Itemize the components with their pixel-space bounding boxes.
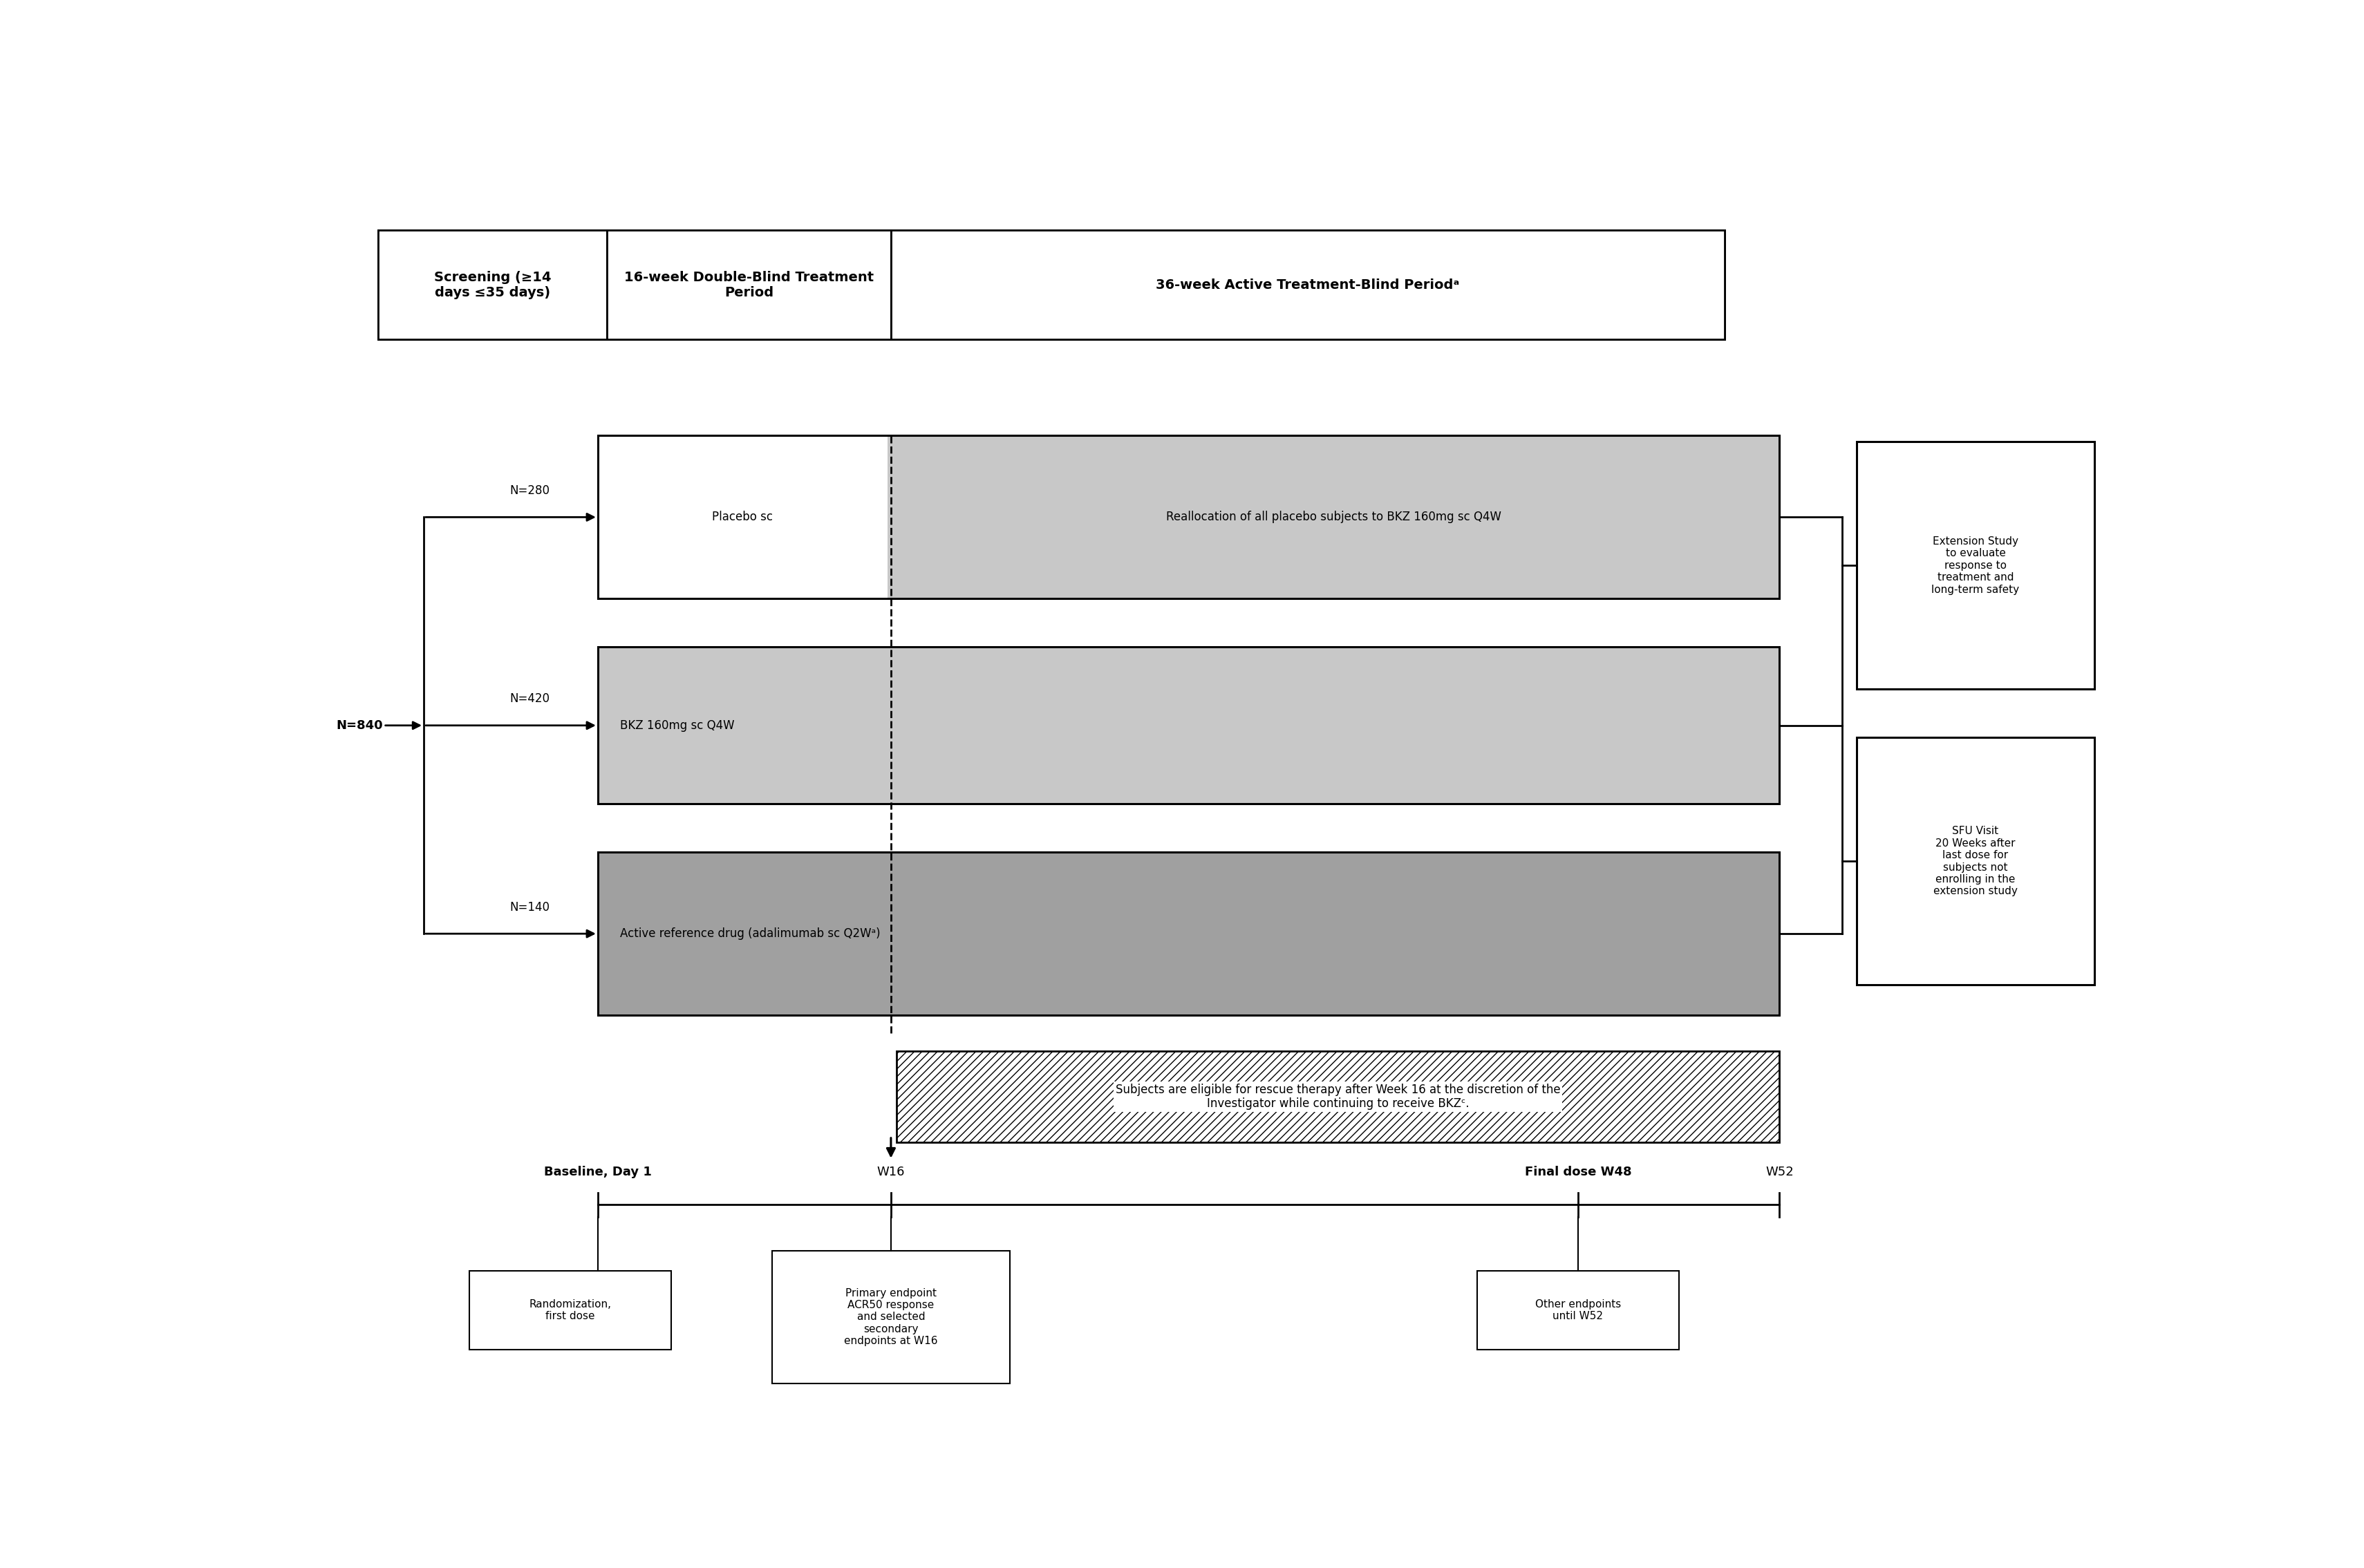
Text: 36-week Active Treatment-Blind Periodᵃ: 36-week Active Treatment-Blind Periodᵃ — [1156, 278, 1459, 292]
Text: W52: W52 — [1766, 1165, 1794, 1178]
Text: Reallocation of all placebo subjects to BKZ 160mg sc Q4W: Reallocation of all placebo subjects to … — [1165, 511, 1501, 524]
Text: N=140: N=140 — [511, 902, 551, 914]
Text: 16-week Double-Blind Treatment
Period: 16-week Double-Blind Treatment Period — [624, 271, 875, 299]
Text: Placebo sc: Placebo sc — [712, 511, 773, 524]
Bar — [598, 436, 1780, 599]
Bar — [378, 230, 608, 339]
Text: N=840: N=840 — [336, 720, 383, 732]
Bar — [598, 851, 1780, 1014]
Text: BKZ 160mg sc Q4W: BKZ 160mg sc Q4W — [619, 720, 735, 732]
Text: N=420: N=420 — [511, 693, 551, 706]
Text: N=280: N=280 — [511, 485, 551, 497]
Bar — [771, 1251, 1009, 1383]
Text: Active reference drug (adalimumab sc Q2Wᵃ): Active reference drug (adalimumab sc Q2W… — [619, 928, 879, 939]
Bar — [896, 1052, 1780, 1142]
Bar — [608, 230, 891, 339]
Text: Primary endpoint
ACR50 response
and selected
secondary
endpoints at W16: Primary endpoint ACR50 response and sele… — [844, 1287, 939, 1347]
Text: W16: W16 — [877, 1165, 905, 1178]
Text: Extension Study
to evaluate
response to
treatment and
long-term safety: Extension Study to evaluate response to … — [1931, 536, 2019, 594]
Bar — [1478, 1272, 1678, 1350]
Bar — [891, 230, 1723, 339]
Bar — [1856, 737, 2095, 985]
Text: Final dose W48: Final dose W48 — [1525, 1165, 1631, 1178]
Text: Screening (≥14
days ≤35 days): Screening (≥14 days ≤35 days) — [435, 271, 551, 299]
Bar — [1856, 442, 2095, 690]
Bar — [378, 230, 1723, 339]
Text: Randomization,
first dose: Randomization, first dose — [530, 1300, 612, 1322]
Text: Subjects are eligible for rescue therapy after Week 16 at the discretion of the
: Subjects are eligible for rescue therapy… — [1116, 1083, 1560, 1110]
Bar — [598, 436, 886, 599]
Text: Baseline, Day 1: Baseline, Day 1 — [544, 1165, 652, 1178]
Bar — [886, 436, 1780, 599]
Bar — [598, 648, 1780, 804]
Bar — [470, 1272, 671, 1350]
Text: Other endpoints
until W52: Other endpoints until W52 — [1534, 1300, 1622, 1322]
Text: SFU Visit
20 Weeks after
last dose for
subjects not
enrolling in the
extension s: SFU Visit 20 Weeks after last dose for s… — [1934, 826, 2016, 897]
